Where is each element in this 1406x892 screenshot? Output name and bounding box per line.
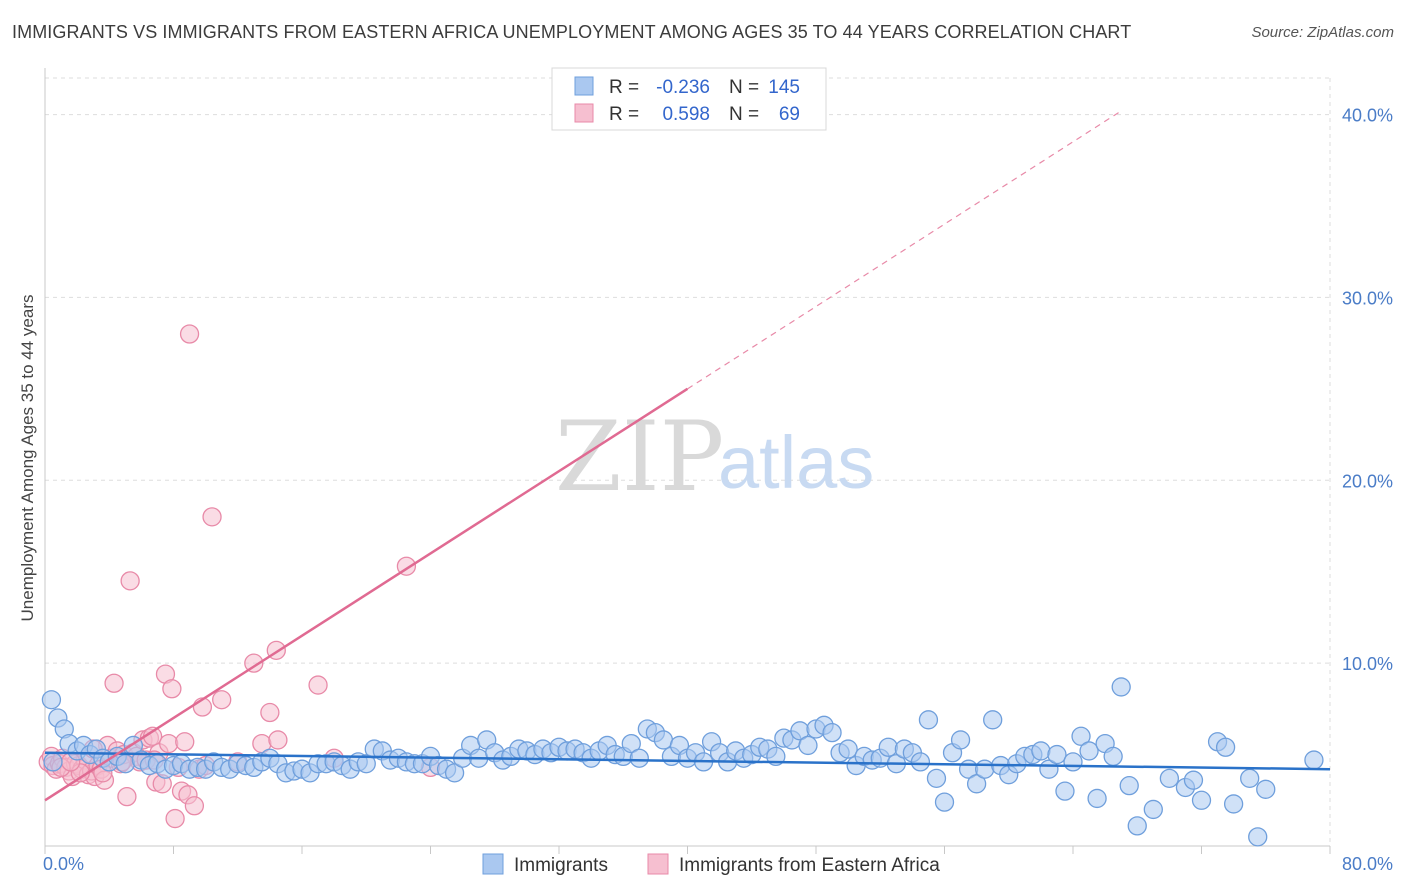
immigrants-point-12 xyxy=(115,754,135,774)
eastern-africa-point-53 xyxy=(244,653,264,673)
immigrants-point-116 xyxy=(950,730,971,750)
legend-n-value-blue: 145 xyxy=(768,77,800,98)
immigrants-point-150 xyxy=(1304,750,1324,770)
immigrants-point-42 xyxy=(356,754,376,774)
immigrants-point-130 xyxy=(1063,752,1083,772)
bottom-legend-swatch-eastern-africa xyxy=(647,853,669,875)
legend-n-value-pink: 69 xyxy=(779,104,800,125)
legend-n-label-blue: N = xyxy=(729,77,759,98)
immigrants-point-128 xyxy=(1047,744,1067,765)
bottom-legend: Immigrants Immigrants from Eastern Afric… xyxy=(482,853,940,876)
eastern-africa-point-51 xyxy=(212,690,232,710)
immigrants-point-145 xyxy=(1215,737,1236,757)
immigrants-point-111 xyxy=(910,752,931,772)
y-tick-label-2: 30.0% xyxy=(1342,288,1393,308)
immigrants-point-112 xyxy=(918,710,939,730)
legend-swatch-blue xyxy=(574,76,594,96)
immigrants-point-102 xyxy=(838,739,858,759)
immigrants-point-146 xyxy=(1223,794,1244,814)
y-tick-labels: 10.0% 20.0% 30.0% 40.0% xyxy=(1342,106,1393,675)
immigrants-point-133 xyxy=(1087,788,1107,809)
immigrants-point-0 xyxy=(41,690,62,710)
watermark: ZIP atlas xyxy=(555,401,874,513)
immigrants-point-148 xyxy=(1248,827,1268,847)
eastern-africa-point-40 xyxy=(165,808,185,829)
eastern-africa-point-39 xyxy=(162,679,182,699)
y-tick-label-0: 10.0% xyxy=(1342,654,1393,674)
immigrants-point-97 xyxy=(798,735,818,756)
eastern-africa-point-50 xyxy=(202,507,222,527)
immigrants-point-119 xyxy=(975,759,995,779)
immigrants-point-107 xyxy=(878,737,898,757)
x-tick-labels: 0.0% 80.0% xyxy=(43,854,1393,874)
immigrants-point-131 xyxy=(1071,726,1091,746)
legend-r-value-blue: -0.236 xyxy=(656,77,710,98)
immigrants-point-53 xyxy=(444,763,465,783)
immigrants-point-1 xyxy=(43,752,63,772)
immigrants-point-140 xyxy=(1159,768,1180,788)
immigrants-point-75 xyxy=(621,733,641,754)
legend-r-label-pink: R = xyxy=(609,104,639,125)
y-tick-label-1: 20.0% xyxy=(1342,471,1393,491)
immigrants-point-147 xyxy=(1240,768,1260,788)
legend-n-label-pink: N = xyxy=(729,104,759,125)
eastern-africa-point-21 xyxy=(104,673,124,693)
immigrants-point-138 xyxy=(1127,816,1147,836)
legend-box: R = -0.236 N = 145 R = 0.598 N = 69 xyxy=(551,67,827,131)
immigrants-point-142 xyxy=(1183,770,1204,790)
eastern-africa-trend-extension xyxy=(687,110,1122,390)
legend-r-value-pink: 0.598 xyxy=(662,104,710,125)
immigrants-point-143 xyxy=(1191,790,1212,810)
chart-title: IMMIGRANTS VS IMMIGRANTS FROM EASTERN AF… xyxy=(12,22,1132,42)
x-tick-label-1: 80.0% xyxy=(1342,854,1393,874)
immigrants-point-120 xyxy=(983,710,1003,730)
watermark-atlas: atlas xyxy=(718,421,874,504)
immigrants-point-129 xyxy=(1055,781,1075,801)
eastern-africa-point-55 xyxy=(260,702,280,723)
bottom-legend-label-eastern-africa: Immigrants from Eastern Africa xyxy=(679,855,940,876)
immigrants-point-76 xyxy=(629,748,649,768)
legend-swatch-pink xyxy=(574,103,594,123)
legend-r-label-blue: R = xyxy=(609,77,639,98)
eastern-africa-point-45 xyxy=(179,324,200,344)
y-tick-label-3: 40.0% xyxy=(1342,106,1393,126)
eastern-africa-trend-line xyxy=(44,387,689,802)
immigrants-point-132 xyxy=(1079,741,1099,761)
x-tick-label-0: 0.0% xyxy=(43,854,84,874)
eastern-africa-point-38 xyxy=(159,733,179,754)
immigrants-point-118 xyxy=(966,774,987,794)
immigrants-point-79 xyxy=(653,730,674,750)
eastern-africa-point-25 xyxy=(117,786,137,807)
eastern-africa-point-58 xyxy=(308,675,328,695)
immigrants-point-139 xyxy=(1143,799,1163,820)
immigrants-point-135 xyxy=(1103,746,1123,767)
eastern-africa-point-46 xyxy=(184,796,205,816)
immigrants-point-149 xyxy=(1256,779,1276,799)
immigrants-point-126 xyxy=(1031,741,1051,761)
y-axis-label: Unemployment Among Ages 35 to 44 years xyxy=(18,295,37,622)
eastern-africa-point-26 xyxy=(120,571,140,591)
bottom-legend-label-immigrants: Immigrants xyxy=(514,855,608,876)
immigrants-point-136 xyxy=(1111,677,1131,697)
source-credit: Source: ZipAtlas.com xyxy=(1251,24,1394,41)
axes xyxy=(44,68,1331,854)
bottom-legend-swatch-immigrants xyxy=(482,853,504,875)
immigrants-point-114 xyxy=(934,792,955,812)
immigrants-point-137 xyxy=(1119,776,1139,796)
immigrants-point-113 xyxy=(926,768,947,788)
immigrants-point-100 xyxy=(822,722,842,743)
eastern-africa-point-57 xyxy=(268,730,288,750)
eastern-africa-point-43 xyxy=(175,732,195,752)
trend-lines xyxy=(44,110,1331,802)
immigrants-trend-line xyxy=(44,751,1331,771)
